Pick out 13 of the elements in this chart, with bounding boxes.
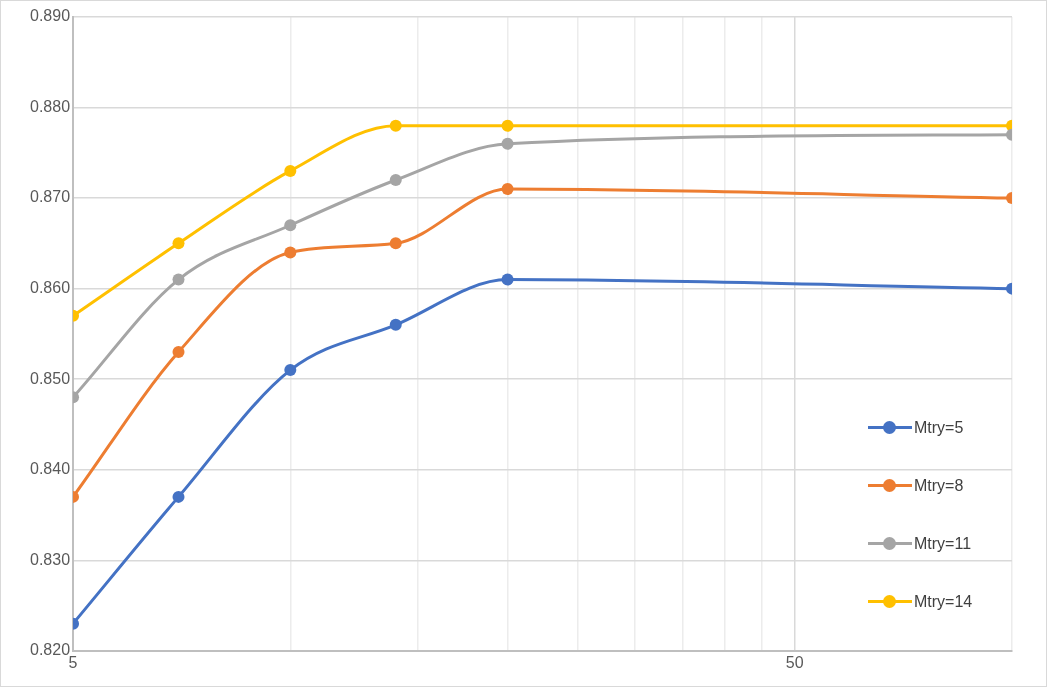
y-tick-label: 0.840 [29, 460, 71, 478]
legend-label: Mtry=11 [914, 534, 972, 553]
legend-label: Mtry=5 [914, 418, 964, 437]
y-tick-label: 0.880 [29, 97, 71, 115]
y-tick-label: 0.830 [29, 550, 71, 568]
y-tick-label: 0.870 [29, 188, 71, 206]
legend-label: Mtry=8 [914, 476, 964, 495]
y-tick-label: 0.860 [29, 279, 71, 297]
x-tick-label: 50 [785, 653, 804, 671]
legend-label: Mtry=14 [914, 592, 973, 611]
y-tick-label: 0.890 [29, 7, 71, 25]
x-tick-label: 5 [68, 653, 78, 671]
y-tick-label: 0.850 [29, 369, 71, 387]
